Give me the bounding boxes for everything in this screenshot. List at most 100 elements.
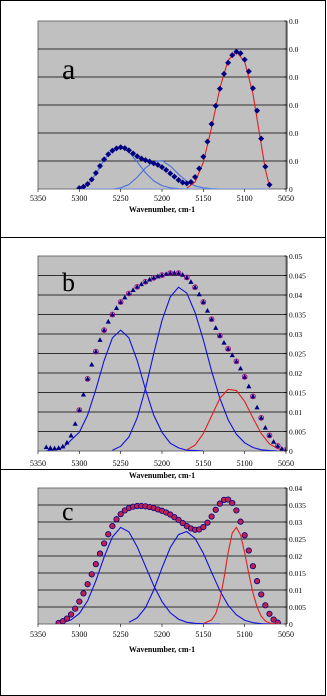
- data-point: [204, 138, 211, 145]
- series-group: [43, 270, 286, 451]
- data-point: [262, 163, 269, 170]
- x-axis-label: Wavenumber, cm-1: [129, 205, 195, 214]
- data-point: [283, 446, 286, 451]
- data-point: [225, 59, 232, 66]
- data-point: [167, 270, 173, 276]
- data-point: [241, 532, 248, 539]
- data-point: [47, 445, 53, 450]
- y-tick-label: 0.05: [289, 252, 302, 261]
- data-point: [245, 68, 252, 75]
- data-point: [89, 361, 95, 367]
- data-point: [118, 299, 124, 305]
- data-point: [121, 145, 128, 152]
- panel-label: b: [62, 268, 75, 297]
- data-point: [208, 316, 215, 323]
- y-tick-label: 0: [289, 620, 293, 629]
- data-point: [105, 318, 111, 324]
- y-tick-label: 0.035: [289, 311, 306, 320]
- data-point: [204, 308, 211, 313]
- data-point: [209, 316, 215, 322]
- data-point: [159, 272, 165, 278]
- data-point: [187, 179, 194, 185]
- data-point: [109, 311, 115, 317]
- data-point: [113, 305, 120, 310]
- data-point: [258, 415, 264, 420]
- y-tick-label: 0.02: [289, 552, 302, 561]
- data-point: [266, 432, 273, 438]
- series-line: [186, 388, 286, 451]
- data-point: [217, 332, 223, 339]
- data-point: [97, 337, 103, 342]
- data-point: [241, 56, 248, 63]
- data-point: [92, 170, 99, 177]
- data-point: [175, 177, 182, 184]
- data-point: [217, 332, 223, 338]
- data-point: [275, 443, 281, 449]
- data-point: [101, 156, 108, 163]
- data-point: [183, 274, 190, 281]
- data-point: [117, 511, 124, 518]
- data-point: [254, 107, 261, 114]
- x-tick-label: 5250: [113, 459, 129, 468]
- panel-label: a: [62, 53, 75, 86]
- data-point: [92, 561, 99, 568]
- data-point: [250, 393, 256, 399]
- data-point: [258, 135, 265, 142]
- data-point: [192, 284, 198, 291]
- x-tick-label: 5200: [154, 459, 170, 468]
- x-tick-label: 5050: [278, 630, 294, 639]
- data-point: [254, 404, 260, 410]
- data-point: [229, 52, 236, 59]
- data-point: [126, 290, 132, 297]
- series-line: [128, 530, 270, 624]
- data-point: [109, 522, 116, 530]
- x-tick-label: 5350: [30, 194, 46, 203]
- x-tick-label: 5300: [71, 194, 87, 203]
- data-point: [200, 299, 206, 305]
- data-point: [60, 443, 66, 449]
- data-point: [84, 376, 91, 382]
- data-point: [80, 183, 87, 189]
- y-tick-label: 0.0: [289, 73, 299, 82]
- data-point: [196, 291, 202, 297]
- data-point: [159, 272, 165, 278]
- y-tick-label: 0.0: [289, 17, 299, 26]
- y-tick-label: 0.01: [289, 408, 302, 417]
- data-point: [167, 270, 174, 277]
- data-point: [167, 170, 174, 177]
- x-tick-label: 5300: [71, 630, 87, 639]
- series-group: [76, 48, 273, 189]
- data-point: [258, 591, 265, 598]
- data-point: [105, 151, 112, 158]
- data-point: [175, 516, 182, 524]
- data-point: [76, 407, 83, 413]
- data-point: [225, 346, 231, 351]
- data-point: [266, 181, 273, 188]
- data-point: [175, 270, 182, 277]
- x-tick-label: 5350: [30, 459, 46, 468]
- x-tick-label: 5050: [278, 194, 294, 203]
- data-point: [229, 352, 235, 358]
- y-tick-label: 0.0: [289, 157, 299, 166]
- data-point: [283, 447, 286, 451]
- series-line: [62, 526, 220, 624]
- data-point: [192, 173, 199, 180]
- data-point: [125, 147, 132, 154]
- data-point: [64, 439, 70, 445]
- data-point: [221, 339, 227, 345]
- data-point: [245, 547, 252, 554]
- data-point: [163, 166, 170, 173]
- data-point: [117, 299, 124, 305]
- data-point: [150, 274, 157, 281]
- data-point: [175, 270, 182, 276]
- y-tick-label: 0.04: [289, 484, 302, 493]
- data-point: [262, 602, 269, 609]
- data-point: [43, 444, 49, 450]
- data-point: [249, 563, 257, 570]
- data-point: [142, 278, 149, 285]
- panel-c-chart: 0 0.005 0.01 0.015 0.02 0.025 0.03 0.035 0.04 535…: [30, 484, 306, 654]
- series-line: [112, 286, 278, 451]
- data-point: [271, 439, 277, 444]
- data-point: [237, 518, 244, 525]
- data-point: [208, 513, 215, 520]
